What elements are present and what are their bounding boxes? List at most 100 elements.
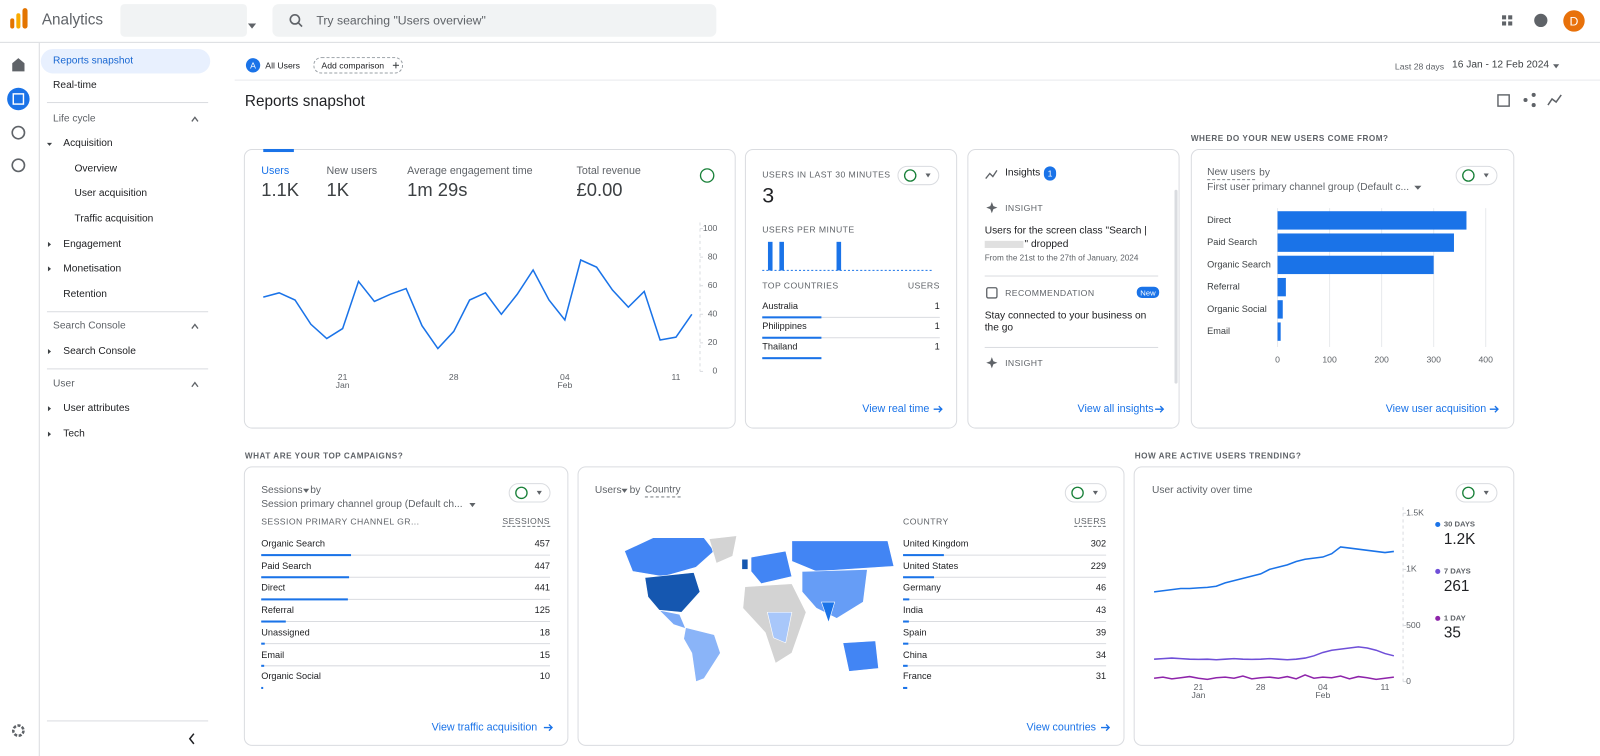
new-users-card bbox=[1190, 148, 1515, 429]
metric-label[interactable]: Average engagement time bbox=[407, 165, 533, 178]
caret bbox=[47, 266, 52, 272]
row-value: 457 bbox=[534, 538, 550, 549]
account-selector[interactable] bbox=[120, 4, 247, 37]
row-label[interactable]: Direct bbox=[261, 582, 286, 593]
row-label[interactable]: India bbox=[903, 604, 923, 615]
new-badge-text: New bbox=[1140, 287, 1156, 297]
caret bbox=[47, 241, 52, 247]
nav-selected[interactable] bbox=[40, 48, 211, 74]
settings-icon[interactable] bbox=[11, 724, 25, 737]
section-label: HOW ARE ACTIVE USERS TRENDING? bbox=[1134, 451, 1302, 461]
row-label[interactable]: Paid Search bbox=[261, 560, 312, 571]
scrollbar[interactable] bbox=[1174, 189, 1178, 384]
row-label[interactable]: Organic Search bbox=[261, 538, 326, 549]
nav-section[interactable]: Life cycle bbox=[53, 113, 96, 125]
by-label: by bbox=[310, 484, 321, 496]
nav-item[interactable]: Overview bbox=[74, 163, 118, 175]
nav-item[interactable]: Acquisition bbox=[63, 137, 113, 149]
nav-item[interactable]: User attributes bbox=[63, 403, 130, 415]
row-value: 15 bbox=[539, 649, 550, 660]
row-label[interactable]: Spain bbox=[903, 626, 927, 638]
metric-label[interactable]: Users bbox=[261, 165, 290, 178]
countries-card bbox=[577, 466, 1125, 746]
realtime-value: 3 bbox=[762, 184, 775, 208]
row-value: 441 bbox=[534, 582, 550, 593]
chevron[interactable] bbox=[191, 116, 199, 122]
section-label: WHAT ARE YOUR TOP CAMPAIGNS? bbox=[244, 451, 404, 461]
row-label[interactable]: Philippines bbox=[762, 321, 807, 332]
chevron[interactable] bbox=[191, 323, 199, 329]
recommendation-text[interactable]: Stay connected to your business on the g… bbox=[984, 310, 1147, 334]
card-link[interactable]: View traffic acquisition bbox=[431, 721, 538, 734]
metric-selector[interactable]: Users bbox=[594, 484, 622, 496]
explore-icon[interactable] bbox=[11, 125, 26, 140]
row-value: 18 bbox=[539, 626, 550, 638]
nav-item[interactable]: Engagement bbox=[63, 238, 122, 250]
chevron[interactable] bbox=[191, 381, 199, 388]
nav-section[interactable]: User bbox=[53, 378, 75, 390]
row-label[interactable]: Australia bbox=[762, 300, 798, 311]
home-icon[interactable] bbox=[12, 58, 25, 72]
collapse-icon[interactable] bbox=[188, 733, 195, 745]
search-box[interactable] bbox=[272, 4, 717, 37]
column-header: USERS bbox=[907, 280, 940, 291]
top-bar bbox=[0, 0, 1600, 43]
insights-icon[interactable] bbox=[1547, 94, 1562, 106]
share-icon[interactable] bbox=[1523, 92, 1536, 108]
metric-label[interactable]: New users bbox=[326, 165, 378, 178]
reports-icon[interactable] bbox=[7, 87, 30, 111]
insight-label: INSIGHT bbox=[1005, 358, 1044, 369]
nav-item[interactable]: Reports snapshot bbox=[53, 55, 134, 67]
nav-item[interactable]: Traffic acquisition bbox=[74, 213, 154, 225]
dimension-selector[interactable]: Session primary channel group (Default c… bbox=[261, 498, 463, 511]
insight-text[interactable]: " dropped bbox=[1024, 238, 1069, 250]
nav-item[interactable]: Monetisation bbox=[63, 263, 122, 275]
card-title: Insights bbox=[1005, 167, 1041, 179]
subtitle: USERS PER MINUTE bbox=[762, 224, 855, 235]
nav-item[interactable]: Retention bbox=[63, 288, 107, 300]
row-label[interactable]: France bbox=[903, 671, 932, 682]
row-label[interactable]: Unassigned bbox=[261, 626, 310, 638]
nav-item[interactable]: Real-time bbox=[53, 79, 97, 91]
row-value: 1 bbox=[934, 341, 940, 352]
card-link[interactable]: View real time bbox=[862, 402, 930, 416]
insight-text[interactable]: Users for the screen class "Search | bbox=[984, 225, 1147, 237]
comparison-chip[interactable]: All Users bbox=[265, 60, 301, 71]
advertising-icon[interactable] bbox=[11, 158, 26, 173]
caret[interactable] bbox=[1553, 64, 1560, 69]
nav-item[interactable]: Search Console bbox=[63, 345, 136, 358]
row-label[interactable]: Referral bbox=[261, 604, 294, 615]
nav-section[interactable]: Search Console bbox=[53, 320, 126, 332]
column-header: SESSION PRIMARY CHANNEL GR... bbox=[261, 516, 420, 527]
add-comparison[interactable]: Add comparison bbox=[321, 60, 385, 71]
card-link[interactable]: View countries bbox=[1026, 721, 1097, 734]
row-label[interactable]: Thailand bbox=[762, 341, 798, 352]
add-comparison-chip[interactable] bbox=[313, 57, 404, 74]
row-label[interactable]: Organic Social bbox=[261, 671, 321, 682]
row-label[interactable]: United Kingdom bbox=[903, 538, 969, 549]
row-value: 46 bbox=[1095, 582, 1107, 593]
date-range[interactable]: 16 Jan - 12 Feb 2024 bbox=[1452, 59, 1550, 71]
avatar-letter: D bbox=[1569, 13, 1579, 28]
row-label[interactable]: Email bbox=[261, 649, 285, 660]
nav-item[interactable]: Tech bbox=[63, 428, 85, 440]
dimension-selector[interactable]: First user primary channel group (Defaul… bbox=[1207, 181, 1410, 193]
product-name[interactable]: Analytics bbox=[41, 11, 104, 29]
metric-selector[interactable]: New users bbox=[1207, 167, 1256, 181]
dimension-selector[interactable]: Country bbox=[644, 484, 681, 498]
row-label[interactable]: China bbox=[903, 649, 928, 660]
edit-icon[interactable] bbox=[1497, 94, 1510, 107]
column-header: SESSIONS bbox=[502, 515, 550, 528]
card-link[interactable]: View user acquisition bbox=[1385, 402, 1487, 416]
card-link[interactable]: View all insights bbox=[1077, 402, 1154, 416]
divider bbox=[46, 102, 209, 104]
row-label[interactable]: Germany bbox=[903, 582, 941, 593]
metric-label[interactable]: Total revenue bbox=[576, 165, 641, 178]
avatar[interactable] bbox=[1563, 10, 1585, 32]
column-header: COUNTRY bbox=[903, 516, 949, 527]
redaction bbox=[984, 240, 1024, 248]
metric-selector[interactable]: Sessions bbox=[261, 484, 303, 496]
row-label[interactable]: United States bbox=[903, 560, 959, 571]
nav-item[interactable]: User acquisition bbox=[74, 187, 148, 199]
